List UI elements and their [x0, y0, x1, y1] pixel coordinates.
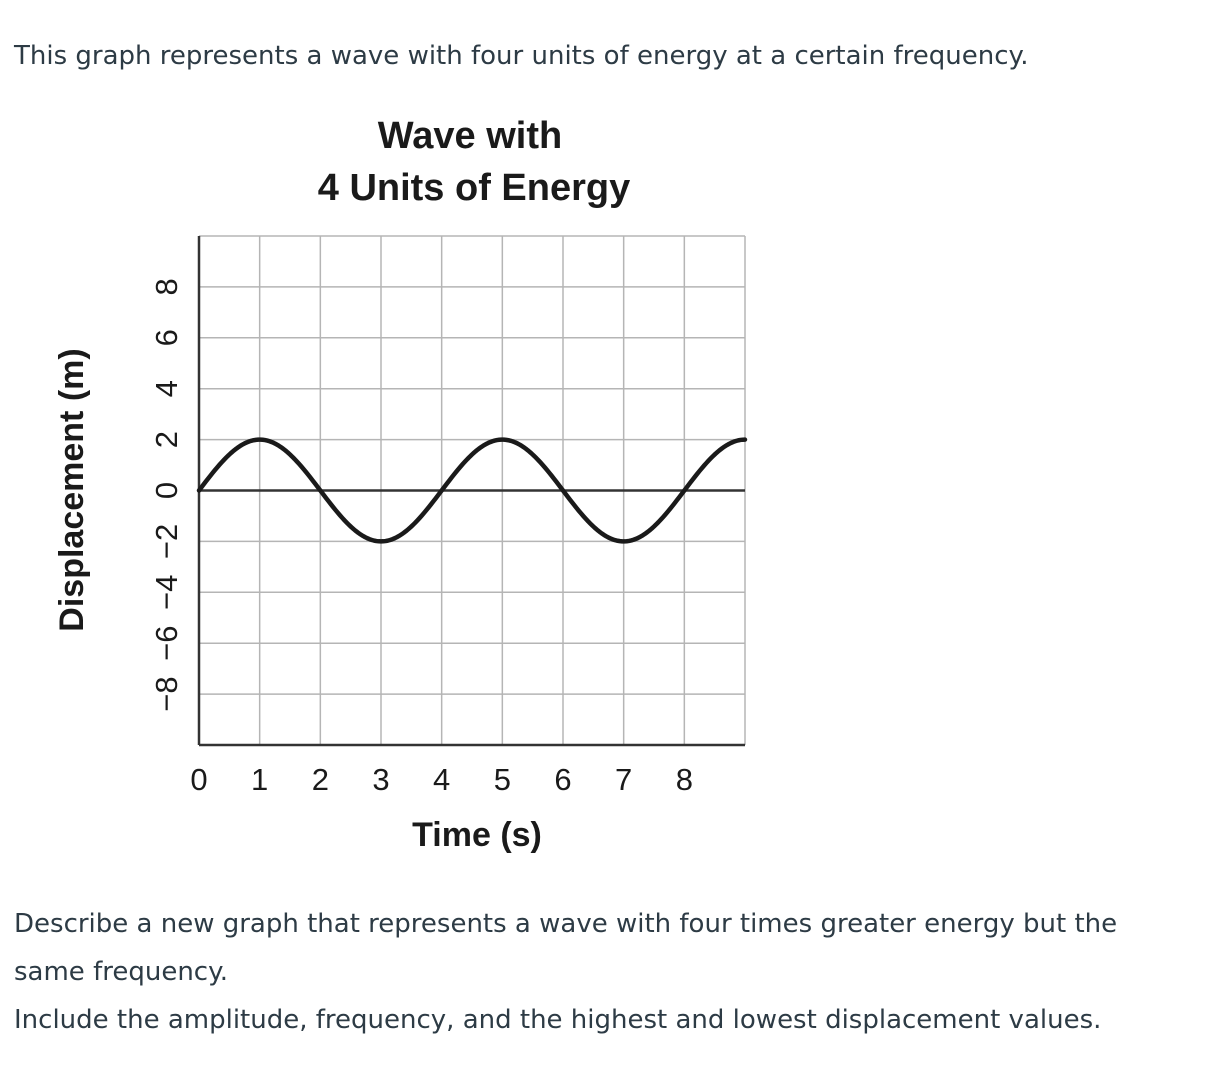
y-tick-label: −6	[149, 626, 184, 661]
question-intro: This graph represents a wave with four u…	[14, 41, 1029, 71]
prompt-line-1: Describe a new graph that represents a w…	[14, 909, 1118, 939]
x-tick-labels: 0 1 2 3 4 5 6 7 8	[190, 762, 693, 797]
series-layer	[196, 437, 748, 544]
axes	[197, 236, 745, 747]
y-tick-label: 0	[149, 482, 184, 499]
y-tick-label: −4	[149, 575, 184, 610]
y-tick-label: −8	[149, 676, 184, 711]
series-line-0	[196, 437, 748, 544]
prompt-line-3: Include the amplitude, frequency, and th…	[14, 1005, 1102, 1035]
x-tick-label: 3	[372, 762, 389, 797]
x-tick-label: 0	[190, 762, 207, 797]
x-tick-label: 7	[615, 762, 632, 797]
y-tick-label: 6	[149, 329, 184, 346]
y-axis-label: Displacement (m)	[53, 348, 91, 631]
prompt-line-2: same frequency.	[14, 957, 229, 987]
x-tick-label: 8	[676, 762, 693, 797]
x-tick-label: 5	[494, 762, 511, 797]
y-tick-label: 2	[149, 431, 184, 448]
y-tick-labels: 8 6 4 2 0 −2 −4 −6 −8	[149, 278, 184, 712]
chart-title-line1: Wave with	[378, 115, 562, 157]
x-tick-label: 6	[554, 762, 571, 797]
y-tick-label: −2	[149, 524, 184, 559]
x-tick-label: 4	[433, 762, 450, 797]
y-tick-label: 4	[149, 380, 184, 397]
chart-title-line2: 4 Units of Energy	[318, 167, 631, 209]
y-tick-label: 8	[149, 278, 184, 295]
x-tick-label: 1	[251, 762, 268, 797]
x-axis-label: Time (s)	[412, 816, 542, 854]
question-prompt: Describe a new graph that represents a w…	[14, 900, 1117, 1044]
x-tick-label: 2	[312, 762, 329, 797]
